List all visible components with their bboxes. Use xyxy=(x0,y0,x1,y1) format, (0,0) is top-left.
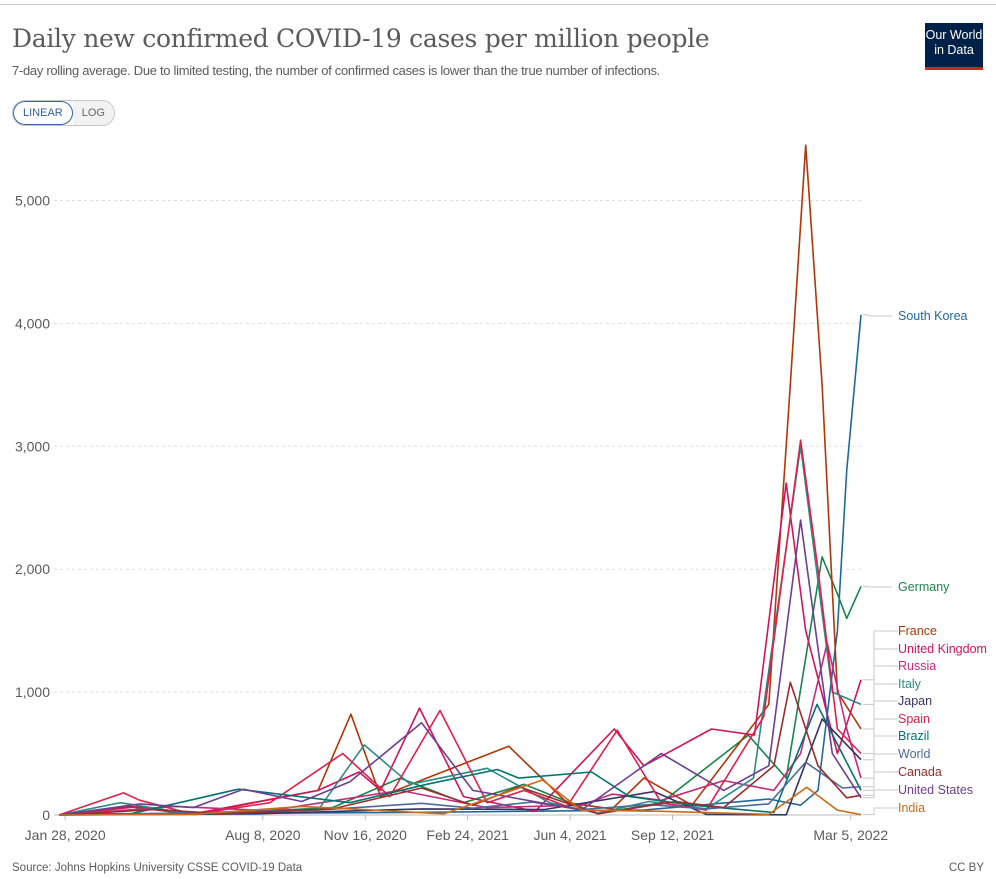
legend-label: India xyxy=(898,801,925,815)
series-line xyxy=(58,779,862,816)
series-line xyxy=(58,681,862,816)
y-tick-label: 2,000 xyxy=(15,561,50,577)
x-tick-label: Feb 24, 2021 xyxy=(426,827,509,843)
top-border xyxy=(0,4,996,5)
legend-label: Spain xyxy=(898,712,930,726)
series-line xyxy=(58,439,862,816)
source-note[interactable]: Source: Johns Hopkins University CSSE CO… xyxy=(12,862,303,874)
y-axis: 0 1,000 2,000 3,000 4,000 5,000 xyxy=(15,193,50,824)
y-tick-label: 5,000 xyxy=(15,193,50,209)
legend-label: France xyxy=(898,624,937,638)
legend-connector xyxy=(863,735,898,791)
legend-connector xyxy=(863,585,892,588)
logo-line-2: in Data xyxy=(934,43,974,57)
chart-title: Daily new confirmed COVID-19 cases per m… xyxy=(12,24,710,53)
line-chart: 0 1,000 2,000 3,000 4,000 5,000 Jan 28, 2020 A… xyxy=(15,144,987,843)
chart-subtitle: 7-day rolling average. Due to limited te… xyxy=(12,63,660,78)
legend-connector xyxy=(863,700,898,761)
legend-connector xyxy=(863,683,898,705)
x-tick-label: Sep 12, 2021 xyxy=(631,827,715,843)
linear-scale-button[interactable]: LINEAR xyxy=(13,101,73,125)
legend-connector xyxy=(863,314,892,317)
owid-logo[interactable]: Our World in Data xyxy=(925,23,983,70)
legend-label: Canada xyxy=(898,765,942,779)
license-link[interactable]: CC BY xyxy=(948,862,984,874)
legend-label: Italy xyxy=(898,677,922,691)
log-scale-button[interactable]: LOG xyxy=(72,101,114,125)
legend-connector xyxy=(863,753,898,788)
y-tick-label: 4,000 xyxy=(15,315,50,331)
x-tick-label: Jan 28, 2020 xyxy=(25,827,106,843)
legend-connector xyxy=(863,807,898,816)
series-line xyxy=(58,703,862,816)
logo-accent-bar xyxy=(925,67,983,70)
legend-label: Russia xyxy=(898,659,936,673)
logo-line-1: Our World xyxy=(925,28,983,42)
x-axis: Jan 28, 2020 Aug 8, 2020 Nov 16, 2020 Feb 2… xyxy=(25,815,888,843)
legend-connector xyxy=(863,648,898,681)
series-lines xyxy=(58,144,862,816)
legend-label: Germany xyxy=(898,580,950,594)
series-line xyxy=(58,445,862,816)
legend-label: Japan xyxy=(898,694,932,708)
legend-label: World xyxy=(898,747,930,761)
series-line xyxy=(58,144,862,816)
legend-connector xyxy=(863,665,898,779)
legend-label: United States xyxy=(898,783,973,797)
x-tick-label: Mar 5, 2022 xyxy=(813,827,888,843)
legend-connector xyxy=(863,771,898,796)
legend-label: United Kingdom xyxy=(898,642,987,656)
y-tick-label: 1,000 xyxy=(15,684,50,700)
x-tick-label: Aug 8, 2020 xyxy=(225,827,301,843)
grid-layer xyxy=(54,200,861,816)
y-tick-label: 0 xyxy=(42,807,50,823)
x-tick-label: Nov 16, 2020 xyxy=(324,827,407,843)
legend-label: South Korea xyxy=(898,309,968,323)
series-line xyxy=(58,556,862,816)
y-tick-label: 3,000 xyxy=(15,438,50,454)
legend: South Korea Germany France United Kingdom Ru… xyxy=(863,309,987,816)
series-line xyxy=(58,519,862,816)
x-tick-label: Jun 4, 2021 xyxy=(534,827,607,843)
legend-connector xyxy=(863,789,898,799)
scale-toggle: LINEAR LOG xyxy=(12,100,115,126)
legend-label: Brazil xyxy=(898,729,929,743)
